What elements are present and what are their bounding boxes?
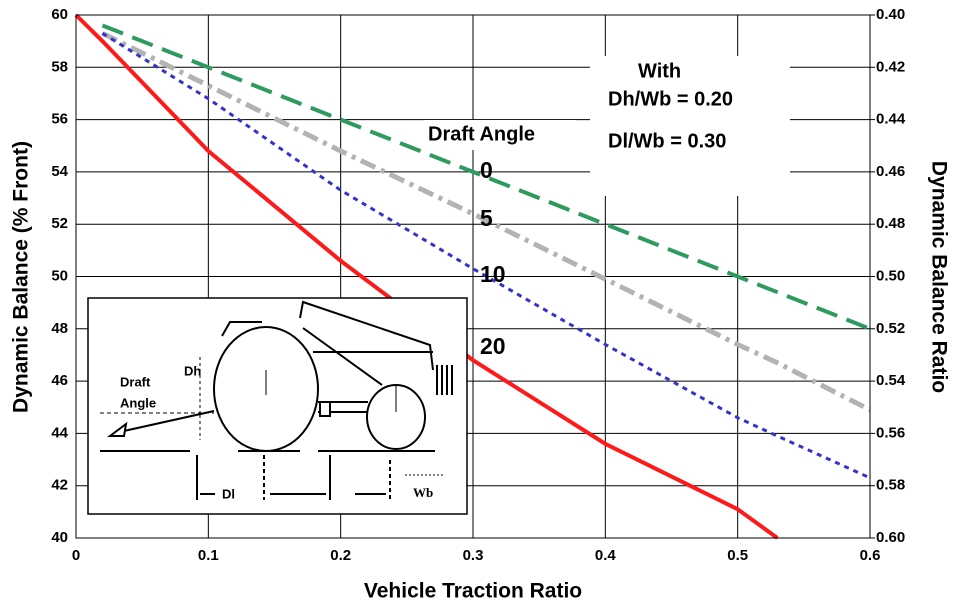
y2-tick-label: 0.44 (876, 111, 906, 128)
x-tick-label: 0.5 (727, 547, 748, 564)
legend-title-box (424, 120, 576, 150)
series-label: 10 (480, 261, 506, 287)
y-tick-label: 50 (51, 267, 68, 284)
y-tick-label: 48 (51, 320, 68, 337)
plot-frame (75, 14, 871, 539)
series-line (101, 32, 871, 480)
y2-tick-label: 0.52 (876, 320, 905, 337)
y2-tick-label: 0.60 (876, 529, 905, 546)
x-tick-label: 0.3 (463, 547, 484, 564)
y2-tick-label: 0.54 (876, 372, 906, 389)
y2-tick-label: 0.48 (876, 215, 905, 232)
y-tick-label: 42 (51, 477, 68, 494)
inset-label: Dl (222, 486, 235, 501)
x-tick-label: 0.2 (330, 547, 351, 564)
x-axis-label: Vehicle Traction Ratio (364, 580, 582, 603)
y2-tick-label: 0.58 (876, 477, 905, 494)
inset-label: Draft (120, 374, 151, 389)
y-tick-label: 56 (51, 111, 68, 128)
y2-tick-label: 0.50 (876, 267, 905, 284)
y2-tick-label: 0.40 (876, 6, 905, 23)
series-label: 0 (480, 157, 493, 183)
x-tick-label: 0.1 (198, 547, 219, 564)
series-label: 20 (480, 333, 506, 359)
y-tick-label: 40 (51, 529, 68, 546)
x-tick-label: 0.6 (860, 547, 881, 564)
series-line (101, 31, 872, 413)
y-tick-label: 54 (51, 163, 68, 180)
y-tick-label: 52 (51, 215, 68, 232)
y2-tick-label: 0.46 (876, 163, 905, 180)
tractor-sketch (100, 300, 453, 500)
inset: Draft Angle Dh Dl Wb (87, 297, 468, 515)
x-tick-label: 0 (72, 547, 80, 564)
y-tick-label: 60 (51, 6, 68, 23)
inset-label: Wb (413, 485, 433, 500)
y2-tick-label: 0.56 (876, 424, 905, 441)
inset-label: Dh (184, 363, 201, 378)
y-tick-label: 44 (51, 424, 68, 441)
y-axis-label: Dynamic Balance (% Front) (10, 141, 33, 413)
inset-label: Angle (120, 395, 156, 410)
series-label: 5 (480, 205, 493, 231)
y-tick-label: 58 (51, 58, 68, 75)
annotation: Dh/Wb = 0.20 (608, 88, 733, 110)
y2-axis-label: Dynamic Balance Ratio (927, 161, 950, 393)
y2-tick-label: 0.42 (876, 58, 905, 75)
annotation: Dl/Wb = 0.30 (608, 130, 726, 152)
y-tick-label: 46 (51, 372, 68, 389)
annotation-box (590, 56, 790, 196)
series-line (101, 23, 871, 331)
legend-title: Draft Angle (428, 123, 535, 145)
x-tick-label: 0.4 (595, 547, 617, 564)
annotation: With (638, 60, 681, 82)
